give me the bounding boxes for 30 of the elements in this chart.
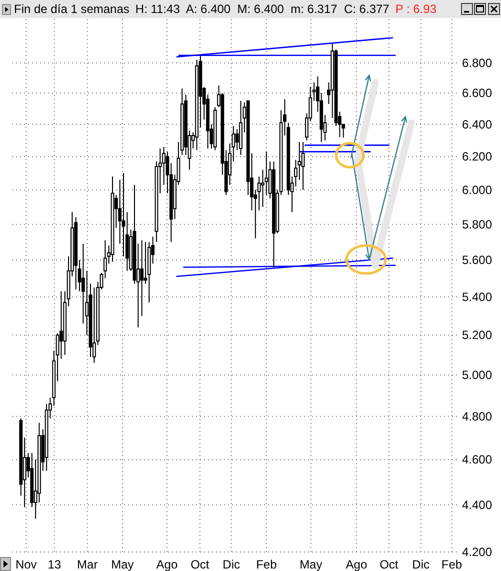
chart-title: Fin de día 1 semanas [14, 2, 130, 16]
y-tick-label: 6.600 [462, 86, 492, 100]
y-tick-label: 6.400 [462, 117, 492, 132]
y-tick-label: 6.000 [462, 182, 492, 197]
x-tick-label: Oct [380, 558, 399, 571]
y-tick-label: 5.800 [462, 217, 492, 232]
x-tick-label: Oct [190, 558, 210, 571]
y-tick-label: 4.400 [462, 498, 492, 512]
x-tick-label: Feb [441, 558, 462, 571]
y-tick-label: 6.200 [462, 150, 492, 164]
y-tick-label: 5.400 [462, 290, 492, 304]
x-tick-label: Dic [412, 558, 430, 571]
y-tick-label: 4.200 [462, 545, 492, 559]
x-tick-label: Dic [222, 558, 240, 571]
y-tick-label: 5.000 [462, 368, 492, 382]
x-tick-label: Mar [77, 558, 98, 571]
x-tick-label: Ago [346, 558, 368, 571]
y-tick-label: 5.600 [462, 252, 492, 267]
y-tick-label: 5.200 [462, 328, 492, 342]
x-tick-label: May [111, 558, 134, 571]
text: P : 6.93 [395, 2, 436, 16]
x-tick-label: Nov [15, 558, 37, 571]
y-tick-label: 4.800 [462, 409, 492, 424]
x-tick-label: May [300, 558, 322, 571]
x-tick-label: 13 [48, 558, 62, 571]
x-tick-label: Feb [256, 558, 278, 571]
chart-subtitle: H: 11:43 A: 6.400 M: 6.400 m: 6.317 C: 6.377 [135, 2, 390, 16]
x-tick-label: Ago [156, 558, 178, 571]
y-tick-label: 6.800 [462, 56, 492, 70]
y-tick-label: 4.600 [462, 452, 492, 467]
